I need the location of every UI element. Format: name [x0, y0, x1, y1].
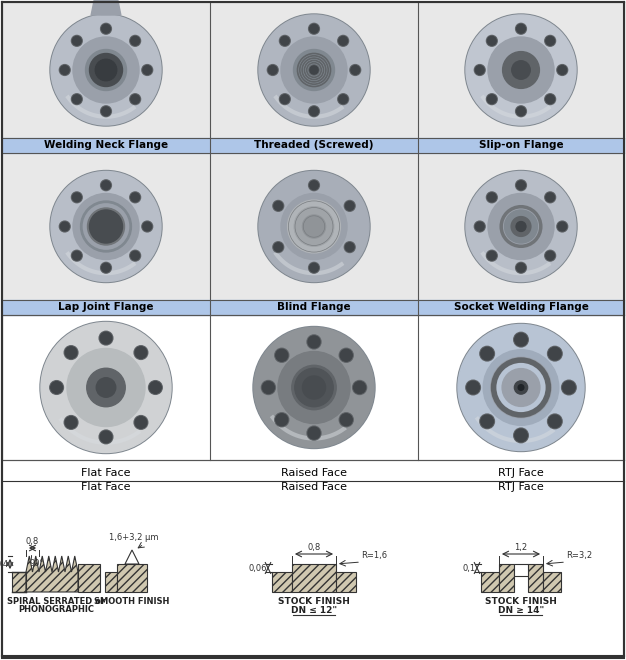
Circle shape	[339, 412, 353, 427]
Circle shape	[90, 371, 122, 404]
Circle shape	[95, 59, 116, 81]
Circle shape	[546, 193, 555, 202]
Circle shape	[130, 192, 141, 203]
Circle shape	[142, 221, 153, 232]
Circle shape	[309, 263, 319, 273]
Circle shape	[71, 94, 82, 104]
Circle shape	[480, 346, 495, 361]
Text: STOCK FINISH: STOCK FINISH	[278, 597, 350, 606]
Circle shape	[310, 107, 319, 115]
Circle shape	[73, 95, 81, 104]
Text: PHONOGRAPHIC: PHONOGRAPHIC	[18, 605, 94, 614]
Circle shape	[351, 65, 360, 75]
Circle shape	[548, 347, 561, 360]
Circle shape	[480, 414, 495, 428]
Circle shape	[548, 415, 561, 428]
Circle shape	[465, 14, 577, 126]
Text: SMOOTH FINISH: SMOOTH FINISH	[95, 597, 170, 606]
Circle shape	[465, 170, 577, 282]
Circle shape	[341, 349, 352, 361]
Circle shape	[466, 172, 576, 282]
Circle shape	[467, 381, 480, 394]
Circle shape	[515, 429, 527, 442]
Circle shape	[344, 242, 355, 253]
Circle shape	[73, 36, 81, 46]
Circle shape	[338, 36, 349, 46]
Circle shape	[150, 381, 162, 393]
Circle shape	[307, 426, 321, 440]
Circle shape	[64, 416, 78, 429]
Circle shape	[466, 15, 576, 125]
Circle shape	[344, 201, 355, 211]
Circle shape	[516, 24, 525, 33]
Circle shape	[131, 36, 140, 46]
Circle shape	[281, 37, 347, 103]
Circle shape	[73, 251, 81, 260]
Circle shape	[481, 347, 493, 360]
Circle shape	[511, 216, 531, 236]
Circle shape	[96, 378, 116, 397]
Text: 90°: 90°	[30, 559, 44, 568]
Circle shape	[545, 192, 555, 203]
Circle shape	[143, 65, 151, 75]
Circle shape	[254, 327, 374, 447]
Circle shape	[339, 95, 347, 104]
Circle shape	[142, 65, 153, 75]
Circle shape	[71, 250, 82, 261]
Circle shape	[557, 65, 568, 75]
Circle shape	[354, 381, 366, 393]
Circle shape	[131, 193, 140, 202]
Circle shape	[302, 376, 326, 399]
Circle shape	[486, 94, 497, 104]
Circle shape	[99, 331, 113, 345]
Circle shape	[352, 381, 367, 395]
Circle shape	[458, 325, 584, 451]
Text: 0,4: 0,4	[0, 560, 9, 568]
Circle shape	[287, 200, 341, 253]
Circle shape	[259, 172, 369, 282]
Circle shape	[73, 193, 81, 202]
Text: 0,8: 0,8	[26, 537, 39, 546]
Circle shape	[302, 215, 326, 238]
Circle shape	[341, 414, 352, 426]
Circle shape	[130, 250, 141, 261]
Circle shape	[516, 222, 526, 232]
Circle shape	[90, 53, 123, 86]
Circle shape	[488, 193, 554, 259]
Circle shape	[516, 181, 525, 189]
Circle shape	[514, 428, 528, 443]
Circle shape	[267, 65, 278, 75]
Circle shape	[275, 412, 289, 427]
Circle shape	[308, 427, 320, 439]
Circle shape	[309, 23, 319, 34]
FancyBboxPatch shape	[2, 300, 210, 315]
Text: Socket Welding Flange: Socket Welding Flange	[454, 302, 588, 312]
Circle shape	[71, 36, 82, 46]
Circle shape	[65, 346, 77, 358]
Text: Blind Flange: Blind Flange	[277, 302, 351, 312]
Circle shape	[130, 94, 141, 104]
Circle shape	[258, 14, 370, 126]
FancyBboxPatch shape	[418, 300, 624, 315]
Circle shape	[545, 94, 555, 104]
Text: STOCK FINISH: STOCK FINISH	[485, 597, 557, 606]
Circle shape	[339, 36, 347, 46]
Bar	[499, 564, 514, 592]
Text: 0,1: 0,1	[463, 564, 476, 572]
Circle shape	[274, 201, 283, 211]
Circle shape	[516, 23, 526, 34]
FancyBboxPatch shape	[211, 3, 417, 137]
Circle shape	[273, 201, 284, 211]
Bar	[543, 572, 561, 592]
Circle shape	[273, 242, 284, 253]
FancyBboxPatch shape	[418, 138, 624, 153]
Circle shape	[269, 65, 277, 75]
Circle shape	[87, 368, 125, 407]
Circle shape	[486, 192, 497, 203]
Circle shape	[134, 416, 148, 429]
Circle shape	[99, 430, 113, 444]
Circle shape	[281, 193, 347, 259]
Circle shape	[488, 193, 496, 202]
Circle shape	[259, 15, 369, 125]
